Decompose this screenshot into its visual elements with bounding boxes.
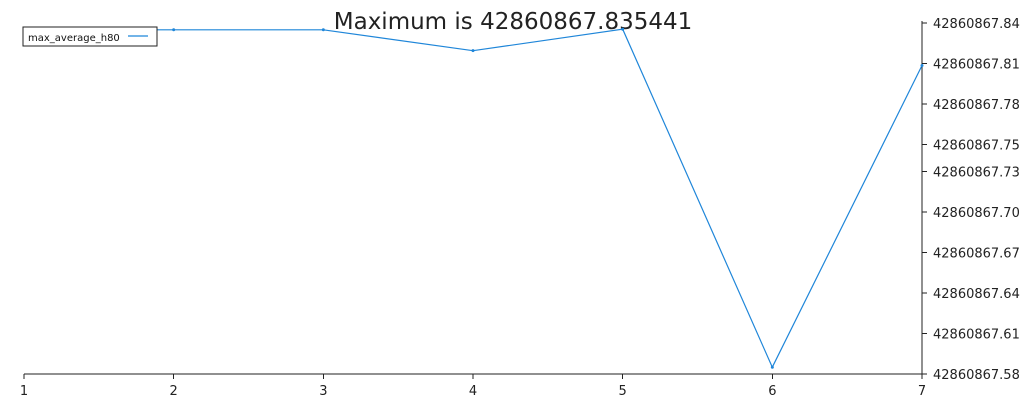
x-tick-label: 3 — [319, 384, 327, 399]
legend-label: max_average_h80 — [28, 33, 120, 44]
chart-title: Maximum is 42860867.835441 — [334, 9, 693, 35]
data-point — [471, 49, 475, 53]
data-point — [172, 28, 176, 32]
data-point — [770, 365, 774, 369]
y-tick-label: 42860867.70 — [933, 206, 1020, 221]
x-tick-label: 5 — [619, 384, 627, 399]
data-point — [920, 64, 924, 68]
y-tick-label: 42860867.64 — [933, 287, 1020, 302]
series-line — [24, 28, 923, 369]
y-axis: 42860867.58 42860867.61 42860867.64 4286086… — [922, 17, 1020, 383]
y-tick-label: 42860867.78 — [933, 98, 1020, 113]
x-tick-label: 7 — [918, 384, 926, 399]
legend: max_average_h80 — [22, 26, 158, 47]
x-axis: 1 2 3 4 5 6 7 — [20, 374, 926, 399]
x-tick-label: 6 — [768, 384, 776, 399]
y-tick-label: 42860867.61 — [933, 328, 1020, 343]
data-point — [321, 28, 325, 32]
series-layer — [22, 27, 924, 369]
y-tick-label: 42860867.81 — [933, 58, 1020, 73]
y-tick-label: 42860867.73 — [933, 166, 1020, 181]
x-tick-label: 1 — [20, 384, 28, 399]
y-tick-label: 42860867.67 — [933, 247, 1020, 262]
y-tick-label: 42860867.58 — [933, 368, 1020, 383]
x-tick-label: 2 — [170, 384, 178, 399]
y-tick-label: 42860867.84 — [933, 17, 1020, 32]
data-point — [621, 27, 625, 31]
legend-box — [22, 26, 158, 47]
y-tick-label: 42860867.75 — [933, 139, 1020, 154]
x-tick-label: 4 — [469, 384, 477, 399]
